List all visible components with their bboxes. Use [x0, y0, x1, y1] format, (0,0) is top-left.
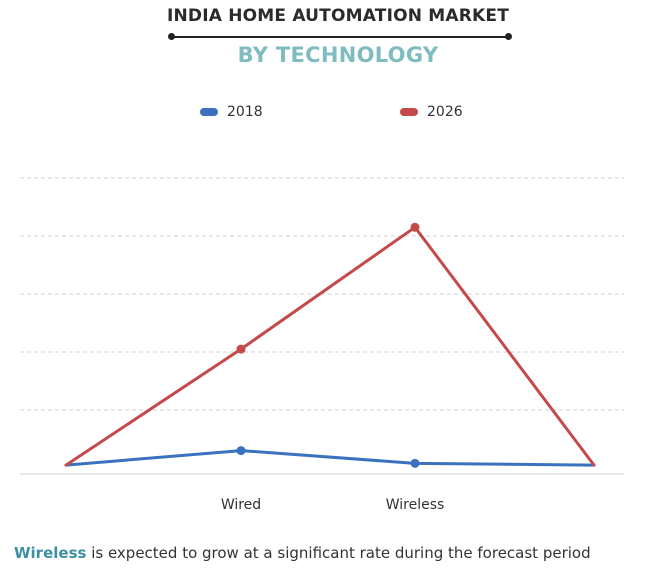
underline-right-dot	[505, 33, 512, 40]
legend-swatch-2018	[200, 108, 218, 116]
series-line-2026	[64, 225, 596, 467]
x-tick-label-wired: Wired	[221, 497, 261, 513]
x-tick-label-wireless: Wireless	[386, 497, 445, 513]
line-chart: Wired Wireless	[20, 177, 624, 513]
legend-swatch-2026	[400, 108, 418, 116]
chart-subtitle: BY TECHNOLOGY	[237, 43, 439, 67]
data-point-2018-wireless	[410, 458, 420, 468]
series-line-2018	[64, 449, 596, 467]
legend-item-2026: 2026	[400, 104, 463, 120]
chart-title: INDIA HOME AUTOMATION MARKET	[166, 6, 510, 26]
footer-highlight: Wireless	[14, 544, 87, 562]
title-underline	[171, 36, 509, 38]
legend-label-2018: 2018	[227, 104, 263, 120]
data-point-2026-wireless	[410, 222, 420, 232]
underline-left-dot	[168, 33, 175, 40]
legend-item-2018: 2018	[200, 104, 263, 120]
footer-text: is expected to grow at a significant rat…	[86, 544, 591, 562]
legend-label-2026: 2026	[427, 104, 463, 120]
footer-note: Wireless is expected to grow at a signif…	[14, 544, 591, 562]
data-point-2026-wired	[236, 344, 246, 354]
data-point-2018-wired	[236, 446, 246, 456]
